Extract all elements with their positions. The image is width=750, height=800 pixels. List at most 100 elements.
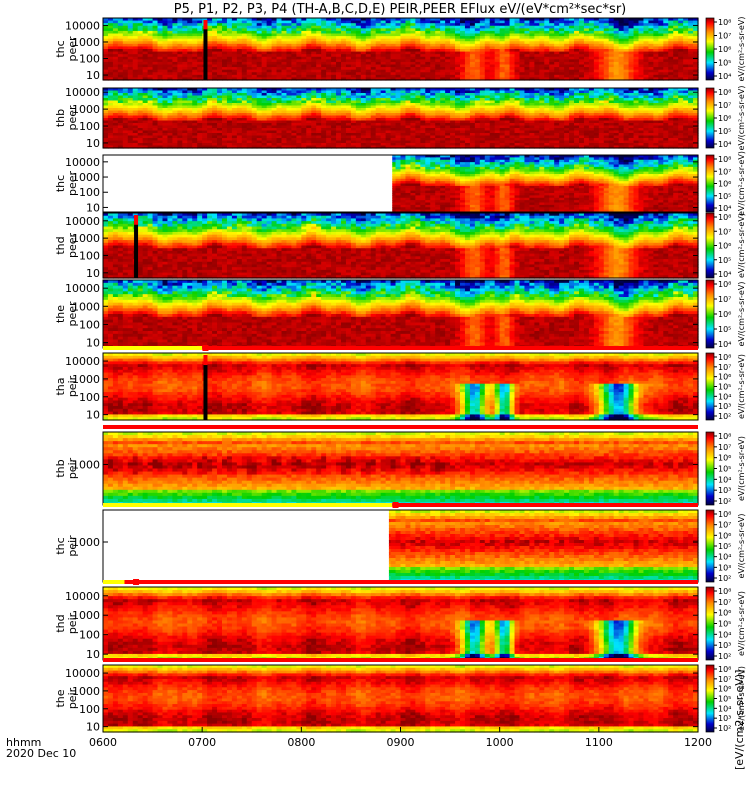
heatmap-cell: [281, 59, 288, 63]
heatmap-cell: [117, 123, 124, 127]
heatmap-cell: [360, 28, 367, 32]
heatmap-cell: [162, 51, 169, 55]
heatmap-cell: [539, 74, 545, 79]
heatmap-cell: [683, 69, 689, 73]
heatmap-cell: [316, 46, 322, 50]
heatmap-cell: [420, 56, 426, 60]
heatmap-cell: [261, 33, 268, 37]
heatmap-cell: [107, 25, 114, 29]
heatmap-cell: [256, 69, 263, 73]
heatmap-cell: [613, 33, 620, 37]
heatmap-cell: [246, 113, 253, 117]
heatmap-cell: [380, 72, 387, 76]
heatmap-cell: [326, 61, 332, 66]
heatmap-cell: [231, 93, 238, 97]
heatmap-cell: [172, 135, 178, 139]
heatmap-cell: [514, 56, 521, 60]
heatmap-cell: [192, 36, 198, 40]
heatmap-cell: [663, 64, 669, 68]
heatmap-cell: [618, 33, 625, 37]
heatmap-cell: [117, 43, 124, 48]
heatmap-cell: [494, 36, 501, 40]
heatmap-cell: [192, 133, 198, 137]
heatmap-cell: [236, 72, 243, 76]
heatmap-cell: [266, 118, 273, 122]
heatmap-cell: [236, 108, 243, 112]
heatmap-cell: [316, 38, 322, 42]
heatmap-cell: [321, 54, 327, 58]
heatmap-cell: [147, 145, 154, 149]
heatmap-cell: [360, 38, 367, 42]
heatmap-cell: [147, 120, 154, 124]
heatmap-cell: [316, 72, 322, 76]
heatmap-cell: [499, 72, 506, 76]
heatmap-cell: [628, 64, 635, 68]
heatmap-cell: [430, 36, 436, 40]
heatmap-cell: [107, 130, 114, 134]
heatmap-cell: [321, 69, 327, 73]
heatmap-cell: [430, 51, 436, 55]
heatmap-cell: [539, 77, 545, 81]
heatmap-cell: [435, 18, 441, 22]
heatmap-cell: [177, 98, 183, 102]
heatmap-cell: [365, 74, 372, 79]
heatmap-cell: [142, 38, 149, 42]
heatmap-cell: [261, 145, 268, 149]
heatmap-cell: [549, 38, 555, 42]
heatmap-cell: [107, 38, 114, 42]
heatmap-cell: [182, 69, 188, 73]
heatmap-cell: [554, 61, 560, 66]
heatmap-cell: [207, 56, 213, 60]
heatmap-cell: [127, 118, 134, 122]
heatmap-cell: [207, 36, 213, 40]
heatmap-cell: [261, 130, 268, 134]
heatmap-cell: [678, 72, 684, 76]
heatmap-cell: [316, 54, 322, 58]
heatmap-cell: [425, 30, 431, 35]
heatmap-cell: [331, 77, 337, 81]
heatmap-cell: [326, 46, 332, 50]
heatmap-cell: [583, 18, 590, 22]
heatmap-cell: [514, 18, 521, 22]
heatmap-cell: [137, 38, 144, 42]
heatmap-cell: [410, 56, 416, 60]
heatmap-cell: [598, 41, 605, 45]
heatmap-cell: [643, 74, 650, 79]
heatmap-cell: [197, 133, 203, 137]
heatmap-cell: [350, 67, 357, 71]
heatmap-cell: [226, 105, 233, 109]
heatmap-cell: [564, 18, 570, 22]
heatmap-cell: [554, 23, 560, 27]
heatmap-cell: [122, 138, 129, 142]
heatmap-cell: [246, 56, 253, 60]
heatmap-cell: [117, 25, 124, 29]
heatmap-cell: [197, 103, 203, 107]
heatmap-cell: [202, 103, 208, 107]
heatmap-cell: [445, 43, 451, 48]
heatmap-cell: [246, 95, 253, 99]
heatmap-cell: [598, 46, 605, 50]
heatmap-cell: [445, 18, 451, 22]
heatmap-cell: [182, 128, 188, 132]
heatmap-cell: [385, 59, 392, 63]
heatmap-cell: [415, 33, 421, 37]
heatmap-cell: [524, 72, 531, 76]
heatmap-cell: [608, 18, 615, 22]
heatmap-cell: [688, 18, 694, 22]
heatmap-cell: [440, 56, 446, 60]
heatmap-cell: [286, 69, 293, 73]
heatmap-cell: [603, 23, 610, 27]
heatmap-cell: [425, 36, 431, 40]
heatmap-cell: [549, 69, 555, 73]
heatmap-cell: [142, 23, 149, 27]
heatmap-cell: [246, 72, 253, 76]
heatmap-cell: [266, 67, 273, 71]
heatmap-cell: [539, 61, 545, 66]
heatmap-cell: [345, 33, 352, 37]
heatmap-cell: [524, 54, 531, 58]
heatmap-cell: [241, 33, 248, 37]
heatmap-cell: [400, 61, 407, 66]
heatmap-cell: [246, 18, 253, 22]
heatmap-cell: [504, 77, 511, 81]
heatmap-cell: [321, 41, 327, 45]
